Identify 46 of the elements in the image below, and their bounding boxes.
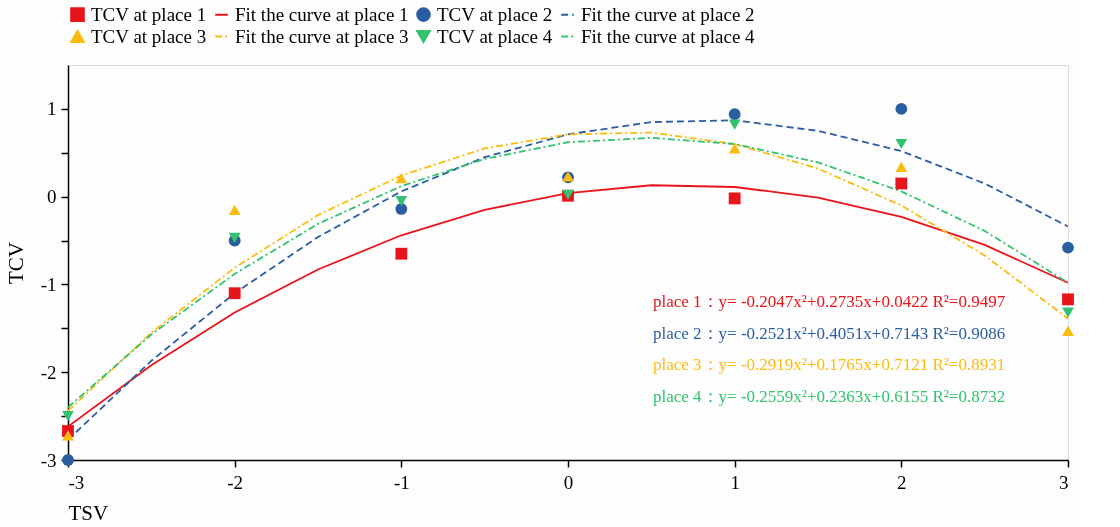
point [1062,307,1074,318]
point [895,177,908,190]
annotation: place 1：y= -0.2047x²+0.2735x+0.0422 R²=0.9497 [653,292,1006,311]
x-tick-label: 0 [563,471,574,493]
point [228,204,241,215]
legend-label: TCV at place 2 [437,3,553,25]
point [728,119,741,130]
point [895,161,908,172]
legend-label: Fit the curve at place 1 [235,3,409,25]
annotation: place 4：y= -0.2559x²+0.2363x+0.6155 R²=0.8732 [653,386,1006,406]
point [728,192,741,205]
annotation: place 3：y= -0.2919x²+0.1765x+0.7121 R²=0.8931 [653,355,1006,375]
y-tick-label: -1 [40,273,57,295]
x-tick-label: 1 [730,471,740,493]
legend-label: TCV at place 1 [91,3,207,25]
x-tick-label: -1 [393,471,410,493]
point [62,410,74,422]
x-tick-label: 3 [1059,471,1069,493]
point [895,102,908,115]
point [1062,241,1074,254]
legend-label: TCV at place 4 [437,25,553,47]
y-tick-label: -2 [40,361,57,383]
point [395,247,408,260]
y-tick-label: 1 [47,98,57,120]
y-axis-title: TCV [3,242,28,284]
legend-label: Fit the curve at place 4 [581,25,756,47]
x-tick-label: -2 [227,471,244,493]
point [895,138,908,150]
legend-label: TCV at place 3 [91,25,207,47]
point [728,108,741,121]
point [62,430,74,441]
point [728,143,741,154]
x-tick-label: -3 [68,471,85,493]
point [395,203,408,215]
x-tick-label: 2 [897,471,907,493]
point [395,173,408,184]
y-tick-label: -3 [40,449,57,471]
point [1062,325,1074,337]
legend-label: Fit the curve at place 2 [581,3,755,25]
legend-label: Fit the curve at place 3 [235,25,409,47]
point [395,195,408,207]
x-axis-title: TSV [68,500,109,525]
point [228,287,241,300]
point [1062,293,1074,306]
y-tick-label: 0 [47,186,57,208]
annotation: place 2：y= -0.2521x²+0.4051x+0.7143 R²=0.9086 [653,323,1006,343]
